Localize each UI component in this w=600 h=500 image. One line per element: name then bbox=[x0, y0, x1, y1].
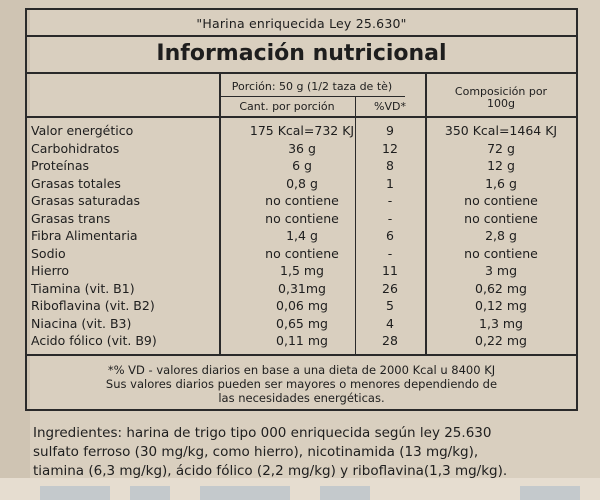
nutrient-per100: no contiene bbox=[464, 245, 538, 261]
nutrient-name: Valor energético bbox=[31, 123, 134, 138]
nutrient-name: Grasas saturadas bbox=[31, 193, 141, 208]
nutrient-qty: 1,4 g bbox=[286, 228, 318, 243]
nutrient-name: Riboflavina (vit. B2) bbox=[31, 298, 155, 313]
nutrient-row: Grasas saturadas no contiene - no contiene bbox=[27, 193, 576, 210]
nutrient-per100: 0,12 mg bbox=[475, 298, 527, 313]
nutrient-name: Grasas totales bbox=[31, 175, 121, 191]
nutrient-vd: 5 bbox=[386, 298, 394, 313]
nutrient-name: Niacina (vit. B3) bbox=[31, 315, 132, 331]
nutrient-per100: 1,3 mg bbox=[479, 315, 523, 331]
nutrient-qty: no contiene bbox=[265, 245, 339, 261]
nutrient-qty: 0,8 g bbox=[286, 175, 318, 191]
nutrient-vd: 9 bbox=[386, 123, 394, 138]
nutrient-per100: 350 Kcal=1464 KJ bbox=[444, 123, 558, 138]
nutrient-row: Hierro 1,5 mg 11 3 mg bbox=[27, 263, 576, 280]
package-print-stripe bbox=[40, 486, 110, 500]
nutrient-name: Sodio bbox=[31, 245, 66, 261]
col-header-qty: Cant. por porción bbox=[239, 100, 335, 113]
nutrient-vd: - bbox=[387, 210, 393, 226]
nutrition-label: "Harina enriquecida Ley 25.630" Informac… bbox=[25, 8, 578, 411]
column-line bbox=[425, 72, 427, 354]
nutrient-qty: 0,31mg bbox=[278, 280, 326, 296]
footnote-line: Sus valores diarios pueden ser mayores o… bbox=[105, 377, 498, 391]
package-print-stripe bbox=[320, 486, 370, 500]
nutrient-per100: no contiene bbox=[464, 193, 538, 208]
nutrient-name: Proteínas bbox=[31, 158, 89, 173]
nutrient-vd: 28 bbox=[382, 333, 398, 348]
nutrient-per100: 2,8 g bbox=[485, 228, 517, 243]
nutrient-qty: 0,06 mg bbox=[276, 298, 328, 313]
nutrient-qty: 175 Kcal=732 KJ bbox=[249, 123, 355, 138]
nutrient-row: Sodio no contiene - no contiene bbox=[27, 246, 576, 263]
ingredients-line: sulfato ferroso (30 mg/kg, como hierro),… bbox=[33, 444, 479, 460]
nutrient-per100: 1,6 g bbox=[485, 175, 517, 191]
nutrient-vd: 4 bbox=[386, 315, 394, 331]
package-print-stripe bbox=[130, 486, 170, 500]
nutrient-row: Fibra Alimentaria 1,4 g 6 2,8 g bbox=[27, 228, 576, 245]
nutrient-row: Carbohidratos 36 g 12 72 g bbox=[27, 141, 576, 158]
nutrient-vd: - bbox=[387, 245, 393, 261]
nutrient-qty: no contiene bbox=[265, 210, 339, 226]
nutrient-per100: 72 g bbox=[487, 140, 515, 156]
nutrient-per100: no contiene bbox=[464, 210, 538, 226]
nutrient-row: Proteínas 6 g 8 12 g bbox=[27, 158, 576, 175]
divider bbox=[27, 354, 576, 356]
nutrient-name: Tiamina (vit. B1) bbox=[31, 280, 135, 296]
nutrient-vd: 12 bbox=[382, 140, 398, 156]
portion-header: Porción: 50 g (1/2 taza de tè) bbox=[231, 80, 393, 93]
nutrient-name: Grasas trans bbox=[31, 210, 111, 226]
footnote-line: *% VD - valores diarios en base a una di… bbox=[107, 363, 496, 377]
footnote-line: las necesidades energéticas. bbox=[218, 391, 385, 405]
nutrient-row: Valor energético 175 Kcal=732 KJ 9 350 Kcal… bbox=[27, 123, 576, 140]
column-line bbox=[355, 96, 356, 354]
nutrient-name: Carbohidratos bbox=[31, 140, 120, 156]
package-print-stripe bbox=[520, 486, 580, 500]
law-title: "Harina enriquecida Ley 25.630" bbox=[196, 16, 407, 31]
nutrient-qty: 1,5 mg bbox=[280, 263, 324, 278]
nutrient-per100: 0,62 mg bbox=[475, 280, 527, 296]
ingredients-line: Ingredientes: harina de trigo tipo 000 e… bbox=[33, 425, 492, 441]
col-header-per100: Composición por 100g bbox=[454, 85, 548, 110]
nutrient-vd: 8 bbox=[386, 158, 394, 173]
nutrient-row: Acido fólico (vit. B9) 0,11 mg 28 0,22 mg bbox=[27, 333, 576, 350]
label-heading: Información nutricional bbox=[156, 41, 447, 66]
nutrient-qty: 0,65 mg bbox=[276, 315, 328, 331]
divider bbox=[27, 35, 576, 37]
nutrient-qty: 0,11 mg bbox=[276, 333, 328, 348]
nutrient-name: Hierro bbox=[31, 263, 69, 278]
divider bbox=[27, 72, 576, 74]
nutrient-row: Riboflavina (vit. B2) 0,06 mg 5 0,12 mg bbox=[27, 298, 576, 315]
nutrient-vd: 11 bbox=[382, 263, 398, 278]
nutrient-name: Fibra Alimentaria bbox=[31, 228, 138, 243]
nutrient-row: Grasas totales 0,8 g 1 1,6 g bbox=[27, 176, 576, 193]
package-print-stripe bbox=[200, 486, 290, 500]
nutrient-vd: 1 bbox=[386, 175, 394, 191]
nutrient-per100: 0,22 mg bbox=[475, 333, 527, 348]
nutrient-qty: no contiene bbox=[265, 193, 339, 208]
nutrient-row: Grasas trans no contiene - no contiene bbox=[27, 211, 576, 228]
nutrient-vd: 26 bbox=[382, 280, 398, 296]
col-header-vd: %VD* bbox=[374, 100, 406, 113]
divider bbox=[219, 96, 405, 97]
nutrient-vd: 6 bbox=[386, 228, 394, 243]
nutrient-row: Tiamina (vit. B1) 0,31mg 26 0,62 mg bbox=[27, 281, 576, 298]
nutrient-qty: 6 g bbox=[292, 158, 312, 173]
nutrient-row: Niacina (vit. B3) 0,65 mg 4 1,3 mg bbox=[27, 316, 576, 333]
nutrient-qty: 36 g bbox=[288, 140, 316, 156]
nutrient-per100: 3 mg bbox=[484, 263, 518, 278]
nutrient-name: Acido fólico (vit. B9) bbox=[31, 333, 157, 348]
nutrient-per100: 12 g bbox=[487, 158, 515, 173]
ingredients-line: tiamina (6,3 mg/kg), ácido fólico (2,2 m… bbox=[33, 463, 508, 479]
nutrient-vd: - bbox=[387, 193, 393, 208]
divider bbox=[27, 116, 576, 118]
column-line bbox=[219, 72, 221, 354]
